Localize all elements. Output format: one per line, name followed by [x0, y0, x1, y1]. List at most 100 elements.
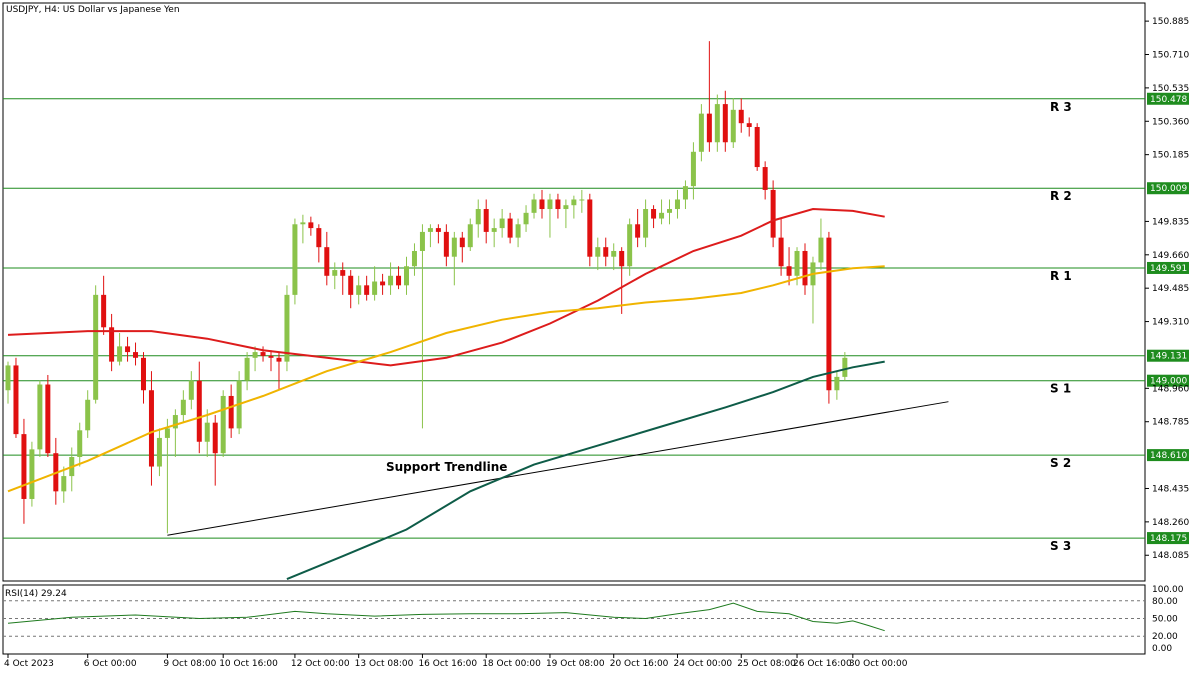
- candle-body: [77, 430, 83, 458]
- candle-body: [531, 199, 537, 213]
- rsi-tick-label: 20.00: [1152, 632, 1178, 642]
- level-price-tag: [1147, 374, 1189, 387]
- candle-body: [491, 228, 497, 232]
- rsi-tick-label: 0.00: [1152, 644, 1172, 654]
- level-price-tag: [1147, 532, 1189, 545]
- time-tick-label: 10 Oct 16:00: [219, 659, 278, 669]
- time-tick-label: 9 Oct 08:00: [163, 659, 216, 669]
- candle-body: [834, 376, 840, 391]
- candle-body: [643, 209, 649, 238]
- price-tick-label: 150.185: [1152, 151, 1189, 161]
- level-price-tag-text: 149.591: [1150, 264, 1187, 274]
- time-tick-label: 25 Oct 08:00: [737, 659, 796, 669]
- candle-body: [133, 352, 139, 358]
- candle-body: [483, 209, 489, 232]
- candle-body: [340, 270, 346, 276]
- candle-body: [523, 212, 529, 225]
- candle-body: [164, 428, 170, 438]
- candle-body: [324, 247, 330, 276]
- level-price-tag: [1147, 92, 1189, 105]
- candle-body: [651, 209, 657, 219]
- moving-average-line: [7, 265, 885, 493]
- candle-body: [826, 237, 832, 391]
- price-tick-label: 149.485: [1152, 284, 1189, 294]
- candle-body: [276, 357, 282, 362]
- rsi-pane-border: [2, 584, 1146, 655]
- candle-body: [595, 247, 601, 257]
- price-pane-border: [2, 2, 1146, 582]
- candle-body: [388, 275, 394, 286]
- candle-body: [443, 231, 449, 257]
- candle-body: [770, 189, 776, 238]
- time-tick-label: 30 Oct 00:00: [849, 659, 908, 669]
- candle-body: [109, 327, 115, 362]
- price-tick-label: 148.260: [1152, 518, 1189, 528]
- candle-body: [148, 390, 154, 467]
- candle-body: [507, 218, 513, 238]
- time-tick-label: 24 Oct 00:00: [673, 659, 732, 669]
- candle-body: [372, 281, 378, 295]
- candlesticks: [5, 41, 848, 534]
- candle-body: [268, 355, 274, 358]
- level-label: R 3: [1050, 100, 1072, 114]
- candle-body: [61, 476, 67, 492]
- candle-body: [667, 209, 673, 213]
- candle-body: [730, 109, 736, 143]
- candle-body: [196, 380, 202, 442]
- candle-body: [563, 205, 569, 210]
- candle-body: [260, 352, 266, 356]
- candle-body: [356, 285, 362, 295]
- time-tick-label: 18 Oct 00:00: [482, 659, 541, 669]
- level-price-tag-text: 149.000: [1150, 377, 1187, 387]
- candle-body: [156, 437, 162, 467]
- candle-body: [172, 415, 178, 429]
- candle-body: [499, 218, 505, 229]
- candle-body: [802, 250, 808, 286]
- time-tick-label: 20 Oct 16:00: [610, 659, 669, 669]
- price-tick-label: 150.885: [1152, 17, 1189, 27]
- rsi-tick-label: 80.00: [1152, 597, 1178, 607]
- candle-body: [451, 237, 457, 257]
- level-price-tag: [1147, 349, 1189, 362]
- price-tick-label: 148.085: [1152, 551, 1189, 561]
- support-trendline-label: Support Trendline: [386, 460, 507, 474]
- candle-body: [547, 199, 553, 210]
- price-tick-label: 149.835: [1152, 217, 1189, 227]
- candle-body: [37, 384, 43, 450]
- candle-body: [29, 449, 35, 499]
- candle-body: [188, 380, 194, 400]
- level-price-tag-text: 150.009: [1150, 184, 1187, 194]
- candle-body: [427, 228, 433, 232]
- time-tick-label: 6 Oct 00:00: [84, 659, 137, 669]
- candle-body: [690, 151, 696, 187]
- chart-frame: [2, 2, 1146, 655]
- candle-body: [435, 228, 441, 232]
- candle-body: [228, 395, 234, 429]
- axes: 150.885 150.710 150.535 150.360 150.185 149.8…: [4, 17, 1189, 669]
- level-price-tag: [1147, 182, 1189, 195]
- candle-body: [5, 365, 11, 391]
- candle-body: [786, 266, 792, 276]
- candle-body: [746, 123, 752, 127]
- candle-body: [627, 224, 633, 267]
- price-tick-label: 149.310: [1152, 318, 1189, 328]
- candle-body: [635, 224, 641, 238]
- candle-body: [380, 281, 386, 286]
- candle-body: [204, 422, 210, 442]
- support-resistance-levels: R 3 150.478 R 2 150.009 R 1 149.591 149.131 S 1…: [3, 92, 1189, 553]
- level-label: S 2: [1050, 456, 1071, 470]
- rsi-label: RSI(14) 29.24: [5, 589, 67, 599]
- support-trendline: [167, 401, 949, 536]
- chart-title: USDJPY, H4: US Dollar vs Japanese Yen: [6, 5, 180, 15]
- candle-body: [619, 250, 625, 267]
- candle-body: [212, 422, 218, 454]
- candle-body: [284, 294, 290, 362]
- price-tick-label: 149.660: [1152, 251, 1189, 261]
- time-tick-label: 4 Oct 2023: [4, 659, 54, 669]
- candle-body: [244, 357, 250, 381]
- level-price-tag: [1147, 261, 1189, 274]
- level-price-tag-text: 148.610: [1150, 451, 1187, 461]
- level-price-tag-text: 150.478: [1150, 95, 1187, 105]
- candle-body: [603, 247, 609, 257]
- candle-body: [611, 250, 617, 257]
